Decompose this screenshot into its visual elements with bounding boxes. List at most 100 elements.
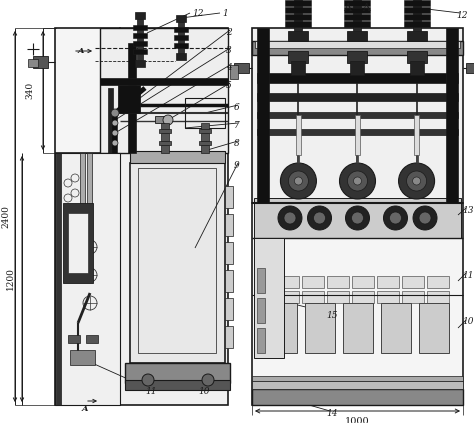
Bar	[254, 198, 461, 238]
Bar	[296, 115, 301, 155]
Bar	[100, 78, 228, 85]
Bar	[257, 93, 458, 101]
Bar	[199, 129, 211, 133]
Bar	[252, 376, 463, 381]
Bar	[130, 163, 225, 363]
Bar	[63, 203, 93, 283]
Bar	[55, 28, 120, 405]
Bar	[56, 153, 61, 405]
Bar	[347, 51, 367, 63]
Bar	[70, 350, 95, 365]
Circle shape	[202, 374, 214, 386]
Text: 7: 7	[234, 121, 240, 129]
Bar	[257, 129, 458, 135]
Bar	[120, 28, 228, 405]
Text: 8: 8	[234, 138, 240, 148]
Text: 10: 10	[462, 318, 474, 327]
Bar	[345, 7, 371, 13]
Bar	[159, 129, 171, 133]
Bar	[302, 276, 324, 288]
Bar	[133, 41, 147, 46]
Bar	[345, 21, 371, 27]
Bar	[135, 60, 145, 67]
Circle shape	[294, 177, 302, 185]
Bar	[225, 326, 233, 348]
Circle shape	[390, 212, 401, 224]
Bar	[257, 28, 269, 203]
Bar	[55, 153, 120, 405]
Circle shape	[419, 212, 431, 224]
Bar	[234, 63, 249, 73]
Text: 15: 15	[326, 310, 337, 319]
Bar	[252, 41, 463, 55]
Bar	[377, 276, 399, 288]
Bar	[345, 0, 371, 6]
Bar	[225, 270, 233, 292]
Circle shape	[142, 374, 154, 386]
Bar	[343, 303, 373, 353]
Circle shape	[313, 212, 326, 224]
Circle shape	[278, 206, 302, 230]
Bar	[327, 276, 349, 288]
Bar	[402, 291, 424, 303]
Bar	[137, 19, 143, 60]
Circle shape	[308, 206, 331, 230]
Bar	[466, 63, 474, 73]
Bar	[292, 61, 305, 75]
Bar	[161, 133, 169, 141]
Text: 10: 10	[198, 387, 210, 396]
Bar	[68, 213, 88, 273]
Bar	[176, 15, 186, 22]
Text: 4: 4	[226, 63, 232, 71]
Bar	[402, 276, 424, 288]
Bar	[130, 151, 225, 163]
Bar	[288, 31, 309, 41]
Bar	[347, 31, 367, 41]
Bar	[133, 33, 147, 38]
Bar	[355, 115, 360, 155]
Bar	[174, 43, 188, 48]
Bar	[257, 298, 265, 323]
Bar	[118, 85, 140, 113]
Bar	[252, 28, 463, 203]
Text: 1200: 1200	[6, 268, 15, 291]
Bar	[410, 61, 424, 75]
Bar	[254, 238, 284, 358]
Bar	[176, 53, 186, 60]
Bar	[252, 381, 463, 389]
Bar	[414, 115, 419, 155]
Text: 12: 12	[192, 8, 203, 17]
Bar	[33, 56, 48, 68]
Text: 1000: 1000	[345, 417, 370, 423]
Bar	[128, 43, 136, 153]
Bar	[230, 65, 238, 79]
Circle shape	[347, 171, 367, 191]
Text: 12: 12	[456, 11, 467, 19]
Circle shape	[288, 171, 309, 191]
Text: А—А: А—А	[344, 3, 372, 13]
Bar	[225, 214, 233, 236]
Bar	[28, 59, 38, 67]
Text: 6: 6	[234, 102, 240, 112]
Text: 13: 13	[462, 206, 474, 214]
Bar	[403, 21, 429, 27]
Circle shape	[354, 177, 362, 185]
Circle shape	[346, 206, 370, 230]
Bar	[403, 14, 429, 20]
Bar	[135, 12, 145, 19]
Bar	[155, 116, 167, 123]
Text: 11: 11	[462, 270, 474, 280]
Bar	[174, 35, 188, 40]
Bar	[199, 141, 211, 145]
Bar	[427, 276, 449, 288]
Bar	[87, 153, 92, 223]
Text: 3: 3	[226, 46, 232, 55]
Bar	[100, 28, 228, 153]
Bar	[201, 133, 209, 141]
Bar	[403, 7, 429, 13]
Bar	[161, 145, 169, 153]
Text: 2: 2	[226, 27, 232, 36]
Bar	[252, 389, 463, 405]
Circle shape	[352, 212, 364, 224]
Bar	[225, 242, 233, 264]
